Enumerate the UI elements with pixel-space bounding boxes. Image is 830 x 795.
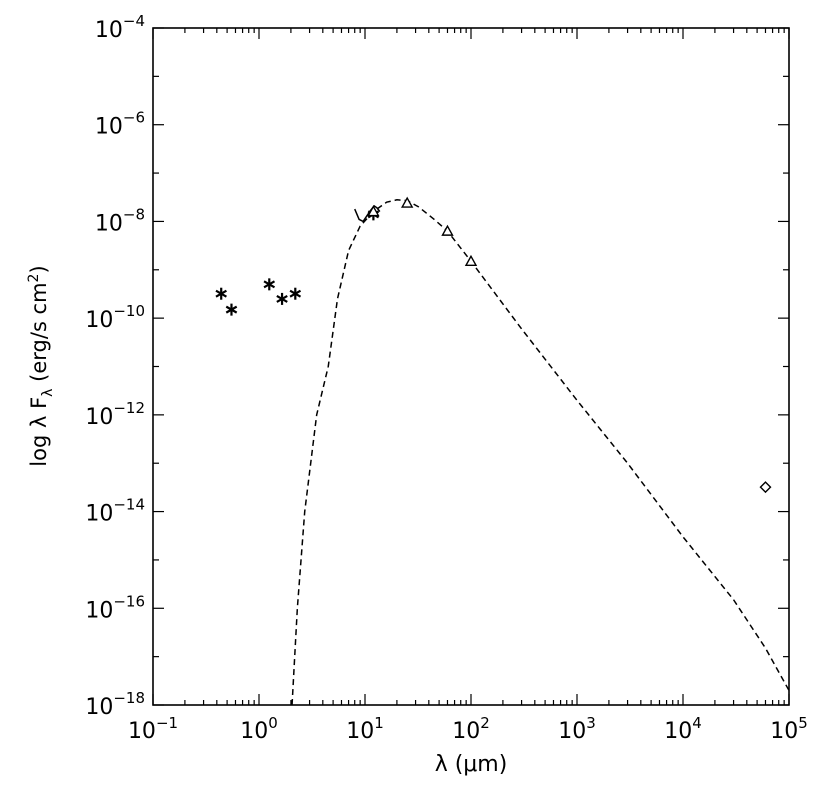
x-tick-label: 10−1 <box>128 714 178 744</box>
asterisk-stroke <box>289 289 302 298</box>
x-tick-label-exponent: 3 <box>586 714 596 732</box>
y-tick-label-exponent: −8 <box>123 205 145 223</box>
y-tick-label-base: 10 <box>85 502 113 527</box>
y-tick-label-base: 10 <box>95 115 123 140</box>
y-tick-label: 10−6 <box>95 109 145 140</box>
x-tick-label-exponent: −1 <box>156 714 178 732</box>
spectrum-curve <box>354 204 381 223</box>
y-tick-label-base: 10 <box>85 308 113 333</box>
y-tick-label: 10−18 <box>85 689 145 720</box>
asterisk-stroke <box>215 289 227 298</box>
triangle-marker <box>367 205 380 217</box>
y-axis-label-units: (erg/s cm <box>27 282 51 388</box>
x-tick-label-exponent: 0 <box>268 714 278 732</box>
y-tick-label-base: 10 <box>85 598 113 623</box>
y-tick-label-base: 10 <box>95 211 123 236</box>
x-tick-label-base: 10 <box>240 719 268 744</box>
y-axis-label-units-superscript: 2 <box>26 274 42 283</box>
x-axis-label: λ (μm) <box>435 752 508 777</box>
data-series <box>215 196 789 705</box>
y-tick-label-base: 10 <box>95 18 123 43</box>
x-tick-label-exponent: 2 <box>480 714 490 732</box>
y-tick-label: 10−16 <box>85 592 145 623</box>
y-axis-label-close: ) <box>27 265 51 273</box>
y-tick-label-exponent: −14 <box>113 496 145 514</box>
triangle-marker <box>441 224 454 236</box>
y-axis-label-main: log λ F <box>27 397 51 467</box>
x-tick-label-base: 10 <box>452 719 480 744</box>
y-axis-label-subscript: λ <box>40 389 56 397</box>
x-tick-label-base: 10 <box>346 719 374 744</box>
x-tick-label-exponent: 1 <box>374 714 384 732</box>
asterisk-marker <box>225 303 238 316</box>
x-tick-label-exponent: 4 <box>692 714 702 732</box>
x-tick-label: 105 <box>770 714 808 744</box>
y-tick-label-base: 10 <box>85 695 113 720</box>
x-tick-label-base: 10 <box>558 719 586 744</box>
x-tick-label-base: 10 <box>664 719 692 744</box>
triangle-marker <box>464 254 478 266</box>
asterisk-marker <box>215 287 227 300</box>
x-tick-label: 103 <box>558 714 596 744</box>
asterisk-marker <box>263 278 276 291</box>
x-tick-label: 101 <box>346 714 384 744</box>
y-tick-label-exponent: −18 <box>113 689 145 707</box>
plot-frame <box>152 27 790 706</box>
y-tick-label-exponent: −6 <box>123 109 145 127</box>
x-tick-label: 102 <box>452 714 490 744</box>
y-tick-label-exponent: −16 <box>113 592 145 610</box>
tick-labels: 10−1 100 101 102 103 104 10510−1810−1610−1410−… <box>85 12 807 744</box>
y-tick-label-base: 10 <box>85 405 113 430</box>
asterisk-marker <box>289 287 302 300</box>
x-tick-label: 100 <box>240 714 278 744</box>
y-tick-label-exponent: −12 <box>113 399 145 417</box>
asterisk-stroke <box>276 294 288 303</box>
axis-ticks <box>152 27 790 706</box>
y-tick-label: 10−8 <box>95 205 145 236</box>
x-tick-label-exponent: 5 <box>798 714 808 732</box>
asterisk-stroke <box>263 280 276 289</box>
y-tick-label: 10−4 <box>95 12 145 43</box>
x-tick-label: 104 <box>664 714 702 744</box>
x-tick-label-base: 10 <box>128 719 156 744</box>
asterisk-marker <box>276 292 288 305</box>
y-tick-label: 10−12 <box>85 399 145 430</box>
y-tick-label-exponent: −10 <box>113 302 145 320</box>
diamond-marker <box>759 481 772 494</box>
triangle-marker <box>400 196 414 208</box>
x-tick-label-base: 10 <box>770 719 798 744</box>
asterisk-stroke <box>225 305 238 314</box>
y-axis-label: log λ Fλ (erg/s cm2) <box>26 265 56 466</box>
y-tick-label: 10−10 <box>85 302 145 333</box>
model-curve-dashed <box>291 199 789 705</box>
y-tick-label: 10−14 <box>85 496 145 527</box>
y-tick-label-exponent: −4 <box>123 12 145 30</box>
